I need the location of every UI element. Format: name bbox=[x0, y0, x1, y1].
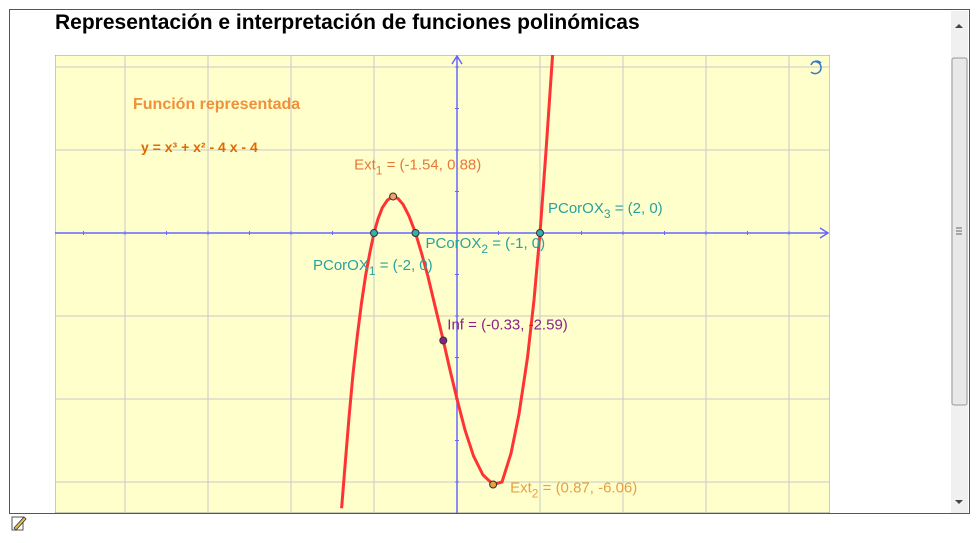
applet[interactable]: Función representada y = x³ + x² - 4 x -… bbox=[55, 35, 830, 513]
point bbox=[389, 192, 398, 201]
heading: Función representada bbox=[133, 96, 300, 113]
point-name: Ext bbox=[354, 156, 377, 173]
point-index: 2 bbox=[481, 242, 488, 256]
refresh-icon[interactable] bbox=[810, 60, 822, 75]
grid bbox=[55, 55, 830, 513]
point-index: 3 bbox=[604, 207, 611, 221]
point-coords: = (2, 0) bbox=[611, 200, 663, 217]
point-name: PCorOX bbox=[313, 257, 369, 274]
scrollbar[interactable] bbox=[951, 11, 968, 513]
point-index: 2 bbox=[532, 486, 539, 500]
page-title: Representación e interpretación de funci… bbox=[55, 11, 640, 34]
point-index: 1 bbox=[376, 163, 383, 177]
point-label: PCorOX1 = (-2, 0) bbox=[313, 257, 433, 278]
point-coords: = (0.87, -6.06) bbox=[538, 479, 637, 496]
point-coords: = (-2, 0) bbox=[376, 257, 433, 274]
point bbox=[370, 229, 378, 237]
point-label: Inf = (-0.33, -2.59) bbox=[447, 316, 568, 333]
function-curve bbox=[340, 55, 555, 509]
point-name: PCorOX bbox=[548, 200, 604, 217]
point-label: PCorOX3 = (2, 0) bbox=[548, 200, 663, 221]
point-name: PCorOX bbox=[426, 235, 482, 252]
formula: y = x³ + x² - 4 x - 4 bbox=[141, 139, 258, 155]
axes bbox=[55, 55, 830, 513]
point-name: Inf bbox=[447, 316, 465, 333]
point-coords: = (-1.54, 0.88) bbox=[382, 156, 481, 173]
point-label: PCorOX2 = (-1, 0) bbox=[426, 235, 546, 256]
point bbox=[489, 480, 498, 489]
point-index: 1 bbox=[369, 264, 376, 278]
point bbox=[411, 229, 420, 237]
edit-icon[interactable] bbox=[11, 516, 27, 531]
point bbox=[439, 336, 448, 345]
point-name: Ext bbox=[510, 479, 533, 496]
point-coords: = (-1, 0) bbox=[488, 235, 545, 252]
point bbox=[536, 229, 544, 237]
point-label: Ext2 = (0.87, -6.06) bbox=[510, 479, 637, 500]
point-coords: = (-0.33, -2.59) bbox=[464, 316, 568, 333]
point-label: Ext1 = (-1.54, 0.88) bbox=[354, 156, 481, 177]
